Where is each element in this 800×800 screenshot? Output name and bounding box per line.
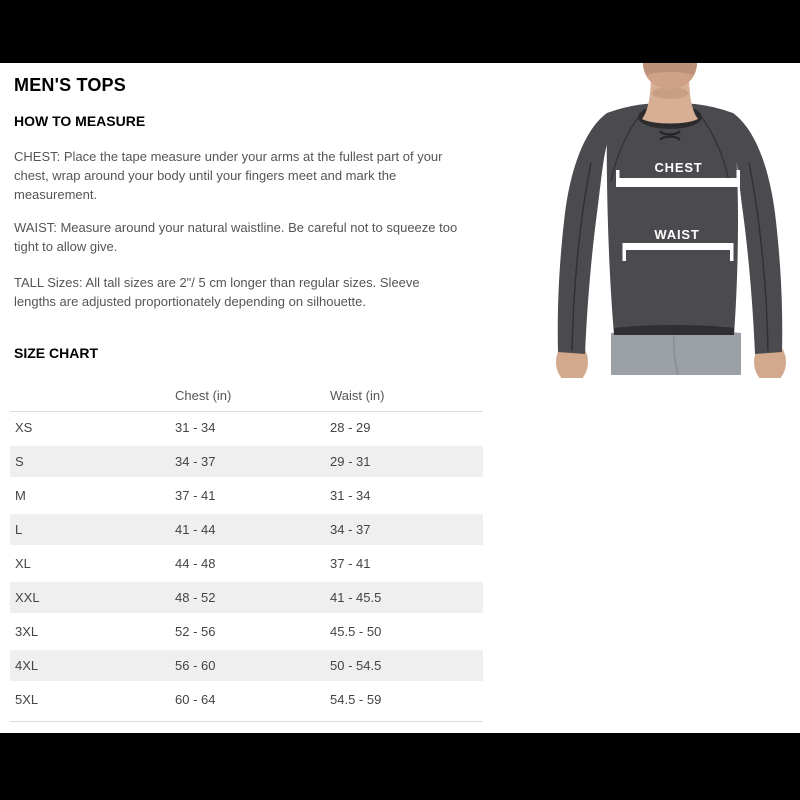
column-header-size <box>10 372 170 412</box>
column-header-chest: Chest (in) <box>170 372 325 412</box>
chest-cell: 31 - 34 <box>170 411 325 446</box>
size-chart-table: Chest (in) Waist (in) XS 31 - 34 28 - 29 S 3… <box>10 372 483 718</box>
column-header-waist: Waist (in) <box>325 372 483 412</box>
shirt-hem <box>614 325 734 335</box>
compression-shorts <box>611 330 741 375</box>
waist-bar-left-cap <box>622 243 626 261</box>
table-row: M 37 - 41 31 - 34 <box>10 478 483 514</box>
size-chart-heading: SIZE CHART <box>14 345 98 361</box>
size-cell: XL <box>10 546 170 582</box>
chest-bar-left-cap <box>616 170 620 187</box>
right-sleeve-seam <box>748 162 769 352</box>
how-to-measure-heading: HOW TO MEASURE <box>14 113 146 129</box>
chest-cell: 44 - 48 <box>170 546 325 582</box>
size-cell: S <box>10 444 170 480</box>
page-title: MEN'S TOPS <box>14 75 126 95</box>
table-header-row: Chest (in) Waist (in) <box>10 372 483 412</box>
top-black-bar <box>0 0 800 63</box>
waist-cell: 31 - 34 <box>325 478 483 514</box>
chest-cell: 52 - 56 <box>170 614 325 650</box>
size-cell: L <box>10 512 170 548</box>
paragraph-line: CHEST: Place the tape measure under your… <box>14 149 443 164</box>
waist-cell: 54.5 - 59 <box>325 682 483 718</box>
chest-label: CHEST <box>654 160 702 175</box>
size-table-body: XS 31 - 34 28 - 29 S 34 - 37 29 - 31 M 37 - 41 3… <box>10 411 483 718</box>
size-cell: 4XL <box>10 648 170 684</box>
paragraph-line: TALL Sizes: All tall sizes are 2"/ 5 cm … <box>14 275 420 290</box>
waist-cell: 28 - 29 <box>325 411 483 446</box>
table-row: S 34 - 37 29 - 31 <box>10 444 483 480</box>
tall-sizes-paragraph: TALL Sizes: All tall sizes are 2"/ 5 cm … <box>14 273 540 311</box>
chest-cell: 60 - 64 <box>170 682 325 718</box>
waist-cell: 34 - 37 <box>325 512 483 548</box>
table-row: 3XL 52 - 56 45.5 - 50 <box>10 614 483 650</box>
waist-label: WAIST <box>654 227 699 242</box>
waist-measure-bar <box>622 243 734 261</box>
paragraph-line: WAIST: Measure around your natural waist… <box>14 220 458 235</box>
waist-cell: 41 - 45.5 <box>325 580 483 616</box>
waist-cell: 37 - 41 <box>325 546 483 582</box>
paragraph-line: lengths are adjusted proportionately dep… <box>14 294 366 309</box>
table-row: 5XL 60 - 64 54.5 - 59 <box>10 682 483 718</box>
chest-bar-right-cap <box>736 170 740 187</box>
waist-cell: 50 - 54.5 <box>325 648 483 684</box>
right-sleeve <box>731 113 783 354</box>
size-cell: M <box>10 478 170 514</box>
size-cell: XS <box>10 411 170 446</box>
size-chart-table-wrap: Chest (in) Waist (in) XS 31 - 34 28 - 29 S 3… <box>10 372 483 722</box>
table-row: XXL 48 - 52 41 - 45.5 <box>10 580 483 616</box>
chest-cell: 41 - 44 <box>170 512 325 548</box>
stubble <box>643 63 697 75</box>
chin-shadow <box>652 87 688 99</box>
shirt-torso <box>606 103 738 335</box>
chest-cell: 48 - 52 <box>170 580 325 616</box>
waist-cell: 29 - 31 <box>325 444 483 480</box>
waist-cell: 45.5 - 50 <box>325 614 483 650</box>
measure-guide-panel: MEN'S TOPS HOW TO MEASURE CHEST: Place t… <box>0 63 540 722</box>
waist-bar-right-cap <box>730 243 734 261</box>
table-row: XS 31 - 34 28 - 29 <box>10 411 483 446</box>
under-armour-logo <box>659 130 681 141</box>
shorts-center-seam <box>673 332 679 376</box>
table-row: XL 44 - 48 37 - 41 <box>10 546 483 582</box>
chest-cell: 37 - 41 <box>170 478 325 514</box>
size-cell: 5XL <box>10 682 170 718</box>
paragraph-line: measurement. <box>14 187 98 202</box>
bottom-black-bar <box>0 733 800 800</box>
left-sleeve <box>557 113 609 354</box>
paragraph-line: chest, wrap around your body until your … <box>14 168 397 183</box>
left-sleeve-seam <box>571 162 592 352</box>
chest-cell: 56 - 60 <box>170 648 325 684</box>
paragraph-line: tight to allow give. <box>14 239 118 254</box>
table-row: L 41 - 44 34 - 37 <box>10 512 483 548</box>
size-cell: XXL <box>10 580 170 616</box>
chest-cell: 34 - 37 <box>170 444 325 480</box>
size-cell: 3XL <box>10 614 170 650</box>
table-row: 4XL 56 - 60 50 - 54.5 <box>10 648 483 684</box>
chest-instructions-paragraph: CHEST: Place the tape measure under your… <box>14 147 540 204</box>
chest-measure-bar <box>616 170 740 187</box>
waist-instructions-paragraph: WAIST: Measure around your natural waist… <box>14 218 540 256</box>
product-measure-image: CHEST WAIST <box>545 63 795 378</box>
